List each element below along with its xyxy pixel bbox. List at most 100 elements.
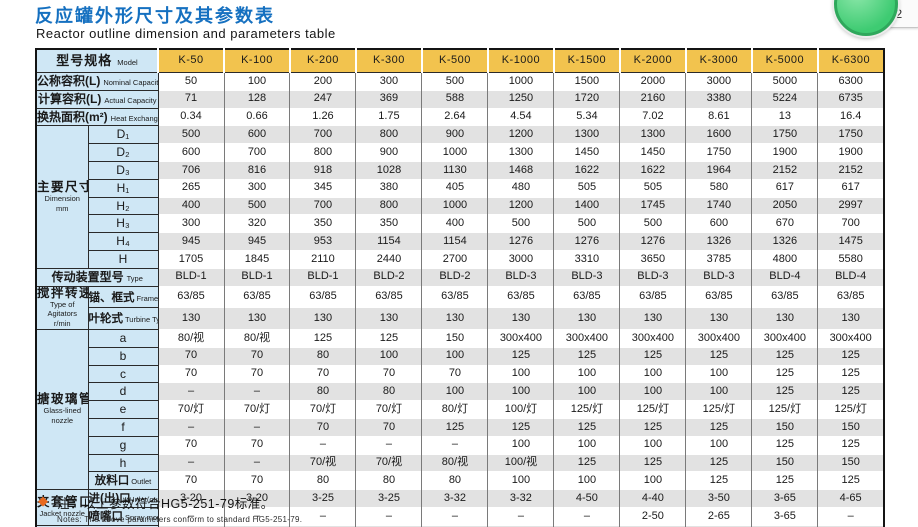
label-zh: 搪玻璃管口 (37, 392, 87, 407)
value-cell: 1622 (619, 160, 686, 180)
value-cell: 100 (487, 471, 554, 490)
value-cell: 100 (553, 471, 620, 490)
model-header: K-5000 (750, 49, 818, 73)
value-cell: 100 (355, 346, 422, 366)
value-cell: 300x400 (685, 328, 752, 348)
group-label: 夹套管口 Jacket nozzle (35, 489, 89, 526)
value-cell: 125 (421, 417, 488, 437)
value-cell: – (355, 506, 422, 526)
value-cell: 500 (487, 214, 554, 233)
label-zh: 放料口 (94, 475, 130, 488)
value-cell: 70 (289, 364, 356, 383)
value-cell: BLD-4 (817, 267, 884, 287)
label-zh: H₄ (116, 234, 130, 249)
value-cell: 400 (421, 214, 488, 233)
value-cell: – (355, 435, 422, 455)
value-cell: 100 (685, 364, 752, 383)
value-cell: 380 (355, 178, 422, 198)
row-label: 参考重量 KgReference Weight (35, 524, 159, 527)
value-cell: 700 (289, 125, 356, 144)
value-cell: 300x400 (817, 328, 884, 348)
value-cell: 300x400 (751, 328, 818, 348)
value-cell: 1276 (619, 232, 686, 251)
value-cell: 125 (553, 453, 620, 472)
value-cell: 70/灯 (157, 400, 224, 419)
table-row: 放料口 Outlet 70 70 80 80 80 100 100 100 125 125 125 (36, 471, 884, 491)
value-cell: 80/视 (157, 328, 224, 348)
value-cell: 150 (421, 328, 488, 348)
model-header: K-6300 (816, 49, 884, 73)
value-cell: 300x400 (553, 328, 620, 348)
value-cell: – (157, 506, 224, 526)
value-cell: 80/灯 (421, 400, 488, 419)
value-cell: 1028 (355, 160, 422, 180)
label-zh: 锚、框式 (88, 291, 135, 304)
label-zh: h (119, 455, 127, 470)
value-cell: 125 (817, 435, 884, 455)
row-key: D₁ (87, 125, 159, 145)
table-row: 计算容积(L) Actual Capacity 71 128 247 369 588 1250… (35, 89, 884, 109)
value-cell: 125 (289, 328, 356, 348)
value-cell: 70/视 (355, 453, 422, 472)
value-cell: 130 (817, 307, 884, 330)
value-cell: 1300 (553, 125, 620, 144)
value-cell: 125/灯 (685, 400, 752, 419)
value-cell: 63/85 (685, 285, 752, 308)
table-row: H₄ 945 945 953 1154 1154 1276 1276 1276 1326 1326 1… (36, 232, 884, 251)
value-cell: – (421, 506, 488, 526)
label-zh: H₃ (116, 216, 130, 231)
value-cell: 4-40 (619, 489, 686, 508)
value-cell: 8.61 (685, 107, 752, 126)
value-cell: 500 (553, 214, 620, 233)
value-cell: 4800 (751, 249, 818, 269)
value-cell: 1600 (685, 125, 752, 144)
value-cell: 125 (751, 364, 818, 383)
value-cell: 125 (487, 417, 554, 437)
value-cell: 5186 (751, 524, 818, 527)
label-zh: 型号规格 (56, 52, 113, 68)
value-cell: 1200 (487, 196, 554, 215)
row-key: H₂ (87, 196, 159, 216)
value-cell: 918 (289, 160, 356, 180)
value-cell: 130 (421, 307, 488, 330)
value-cell: 505 (619, 178, 686, 198)
value-cell: 580 (685, 178, 752, 198)
value-cell: 71 (157, 89, 224, 109)
green-circle-button[interactable] (834, 0, 898, 36)
value-cell: 1400 (553, 196, 620, 215)
value-cell: 70 (421, 364, 488, 383)
value-cell: 100 (487, 382, 554, 401)
label-zh: c (120, 366, 126, 381)
value-cell: BLD-3 (685, 267, 752, 287)
value-cell: 900 (421, 125, 488, 144)
value-cell: 125 (619, 453, 686, 472)
value-cell: 100 (619, 471, 686, 490)
value-cell: 63/85 (355, 285, 422, 308)
value-cell: 150 (751, 417, 818, 437)
value-cell: 63/85 (421, 285, 488, 308)
value-cell: 100 (685, 435, 752, 455)
value-cell: – (817, 506, 884, 526)
value-cell: 953 (289, 232, 356, 251)
value-cell: 70 (223, 364, 290, 383)
value-cell: 3785 (685, 249, 752, 269)
value-cell: 125 (619, 417, 686, 437)
table-row: b 70 70 80 100 100 125 125 125 125 125 125 (36, 346, 884, 366)
value-cell: – (289, 506, 356, 526)
row-key: H₄ (87, 232, 159, 251)
value-cell: BLD-3 (619, 267, 686, 287)
value-cell: 125 (685, 453, 752, 472)
value-cell: 1845 (223, 249, 290, 269)
value-cell: 100 (487, 364, 554, 383)
table-row: 公称容积(L) Nominal Capacity 50 100 200 300 500 100… (35, 72, 884, 91)
value-cell: 130 (289, 307, 356, 330)
value-cell: 70 (223, 471, 290, 490)
value-cell: 63/85 (289, 285, 356, 308)
page-title: 反应罐外形尺寸及其参数表 (35, 6, 275, 26)
value-cell: 125 (817, 346, 884, 366)
value-cell: 500 (619, 214, 686, 233)
value-cell: 1622 (553, 160, 620, 180)
